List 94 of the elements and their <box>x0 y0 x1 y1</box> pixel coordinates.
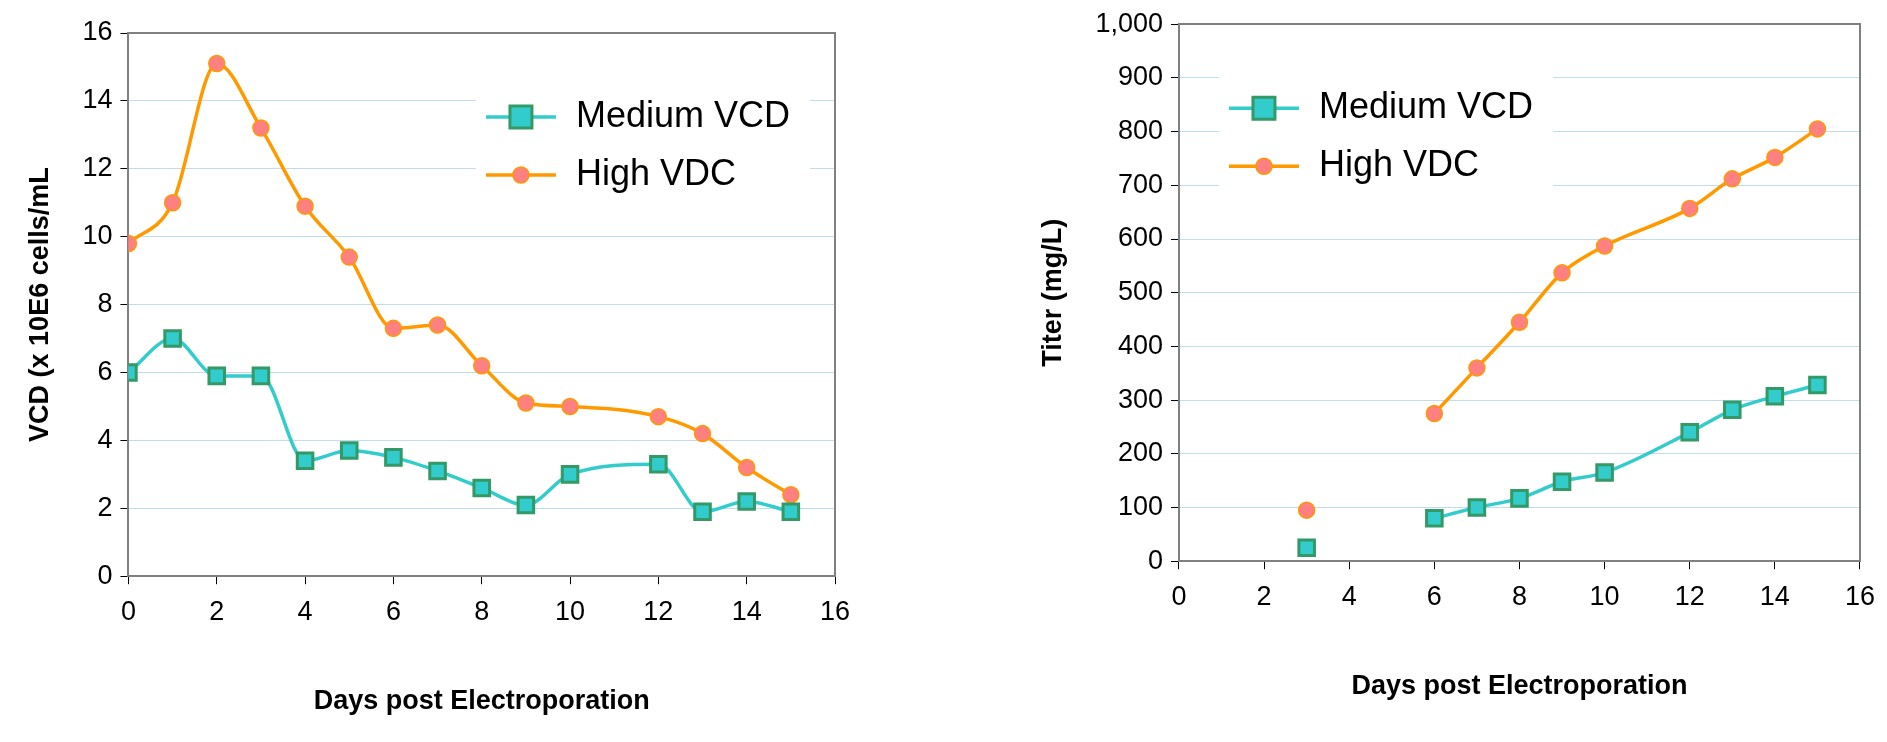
point <box>561 397 579 416</box>
x-tick-label: 4 <box>1341 580 1357 611</box>
point <box>782 485 800 504</box>
x-tick-label: 6 <box>385 595 401 626</box>
x-tick-label: 14 <box>731 595 762 626</box>
x-tick-label: 14 <box>1759 580 1790 611</box>
y-tick-label: 8 <box>97 288 113 319</box>
point <box>340 248 358 266</box>
x-tick-label: 8 <box>1511 580 1527 611</box>
x-tick-label: 4 <box>297 595 313 626</box>
point <box>1510 489 1529 508</box>
point <box>472 356 491 375</box>
point <box>1808 120 1827 138</box>
point <box>693 502 712 521</box>
point <box>516 495 536 515</box>
point <box>1552 472 1572 491</box>
point <box>1297 538 1316 558</box>
point <box>781 502 801 521</box>
y-axis-title: VCD (x 10E6 cells/mL <box>23 167 54 442</box>
point <box>1808 375 1827 395</box>
y-tick-label: 16 <box>82 16 113 47</box>
y-tick-label: 10 <box>82 220 113 251</box>
point <box>1680 423 1700 442</box>
point <box>1723 400 1742 420</box>
y-tick-label: 12 <box>82 152 113 183</box>
point <box>1553 264 1571 282</box>
y-tick-label: 1,000 <box>1095 7 1163 38</box>
point <box>693 424 712 443</box>
point <box>296 197 314 215</box>
point <box>1425 404 1444 423</box>
point <box>1425 508 1444 528</box>
point <box>1595 237 1614 255</box>
y-tick-label: 6 <box>97 355 113 386</box>
point <box>649 407 668 426</box>
point <box>1595 463 1614 482</box>
legend-label: High VDC <box>1318 143 1480 185</box>
y-tick-label: 14 <box>82 84 113 115</box>
y-tick-label: 500 <box>1117 276 1163 307</box>
y-tick-label: 0 <box>97 559 113 590</box>
y-tick-label: 2 <box>97 491 113 522</box>
legend-label: Medium VCD <box>1318 85 1534 127</box>
point <box>1467 498 1487 517</box>
point <box>163 194 182 212</box>
x-tick-label: 2 <box>1256 580 1272 611</box>
x-tick-label: 10 <box>1589 580 1620 611</box>
y-tick-label: 400 <box>1117 329 1163 360</box>
point <box>1680 199 1699 218</box>
point <box>163 329 182 348</box>
y-tick-label: 900 <box>1117 61 1163 92</box>
legend-label: Medium VCD <box>575 93 791 135</box>
x-tick-label: 12 <box>1674 580 1705 611</box>
point <box>737 492 756 511</box>
point <box>428 461 447 481</box>
y-axis-title: Titer (mg/L) <box>1036 218 1067 367</box>
point <box>252 119 270 137</box>
point <box>384 319 403 338</box>
point <box>208 54 226 73</box>
point <box>1297 501 1316 519</box>
x-tick-label: 0 <box>1171 580 1187 611</box>
x-axis-title: Days post Electroporation <box>313 685 650 716</box>
point <box>295 451 315 471</box>
y-tick-label: 300 <box>1117 383 1163 414</box>
y-tick-label: 700 <box>1117 168 1163 199</box>
point <box>1723 170 1742 188</box>
point <box>251 366 271 386</box>
x-tick-label: 8 <box>474 595 490 626</box>
point <box>428 316 447 334</box>
y-tick-label: 100 <box>1117 490 1163 521</box>
x-tick-label: 10 <box>555 595 586 626</box>
y-tick-label: 800 <box>1117 115 1163 146</box>
point <box>517 394 535 412</box>
y-tick-label: 200 <box>1117 437 1163 468</box>
point <box>560 465 580 484</box>
x-tick-label: 16 <box>819 595 851 626</box>
point <box>384 448 403 467</box>
x-axis-title: Days post Electroporation <box>1351 670 1688 701</box>
x-tick-label: 16 <box>1844 580 1876 611</box>
y-tick-label: 0 <box>1147 544 1163 575</box>
x-tick-label: 2 <box>209 595 225 626</box>
point <box>1766 148 1784 167</box>
point <box>207 366 227 386</box>
x-tick-label: 6 <box>1426 580 1442 611</box>
x-tick-label: 12 <box>643 595 674 626</box>
legend-label: High VDC <box>575 151 737 193</box>
point <box>1765 387 1785 406</box>
point <box>339 441 359 460</box>
point <box>472 478 491 498</box>
point <box>1468 359 1486 377</box>
point <box>1510 313 1529 331</box>
y-tick-label: 600 <box>1117 222 1163 253</box>
x-tick-label: 0 <box>120 595 136 626</box>
point <box>737 458 756 477</box>
point <box>649 454 668 474</box>
y-tick-label: 4 <box>97 423 113 454</box>
